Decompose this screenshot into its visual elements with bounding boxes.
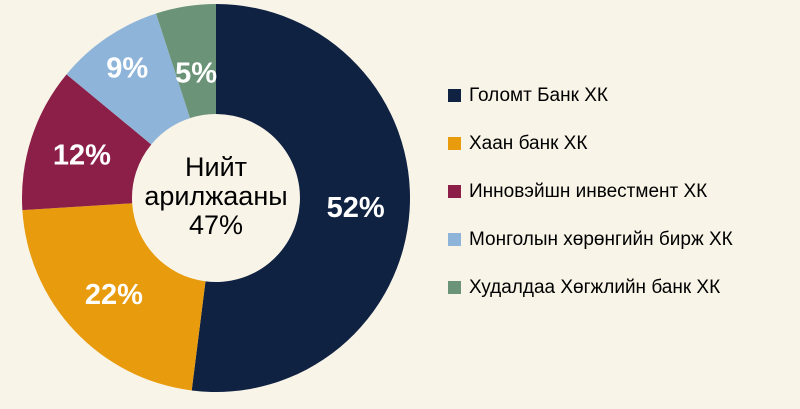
legend-swatch-icon <box>448 137 461 150</box>
legend-item-mse: Монголын хөрөнгийн бирж ХК <box>448 228 733 251</box>
legend-label: Хаан банк ХК <box>469 132 588 154</box>
pie-slice <box>191 4 411 393</box>
legend-swatch-icon <box>448 89 461 102</box>
legend-label: Монголын хөрөнгийн бирж ХК <box>469 228 733 250</box>
pie-slice <box>21 74 152 211</box>
slice-value-label: 12% <box>53 139 111 171</box>
slice-value-label: 52% <box>327 192 385 224</box>
slice-value-label: 22% <box>85 279 143 311</box>
legend-swatch-icon <box>448 281 461 294</box>
legend-swatch-icon <box>448 185 461 198</box>
center-label-line3: 47% <box>188 210 244 240</box>
legend-item-golomt: Голомт Банк ХК <box>448 84 733 107</box>
pie-slice <box>66 13 191 145</box>
pie-slice <box>156 4 216 119</box>
legend-item-khan: Хаан банк ХК <box>448 132 733 155</box>
legend-label: Худалдаа Хөгжлийн банк ХК <box>469 276 721 298</box>
center-label-line2: арилжааны <box>144 181 288 211</box>
slice-value-label: 5% <box>175 58 217 90</box>
donut-chart-area: 52% 22% 12% 9% 5% Нийт арилжааны 47% <box>0 4 432 393</box>
legend-label: Голомт Банк ХК <box>469 84 608 106</box>
legend-label: Инновэйшн инвестмент ХК <box>469 180 708 202</box>
legend-item-innovation: Инновэйшн инвестмент ХК <box>448 180 733 203</box>
center-label-line1: Нийт <box>184 152 248 182</box>
pie-slice <box>22 203 206 391</box>
donut-center-label: Нийт арилжааны 47% <box>0 153 432 240</box>
slice-value-label: 9% <box>106 52 148 84</box>
donut-chart: 52% 22% 12% 9% 5% <box>21 4 411 393</box>
legend-swatch-icon <box>448 233 461 246</box>
chart-legend: Голомт Банк ХК Хаан банк ХК Инновэйшн ин… <box>448 84 733 299</box>
legend-item-tdb: Худалдаа Хөгжлийн банк ХК <box>448 276 733 299</box>
